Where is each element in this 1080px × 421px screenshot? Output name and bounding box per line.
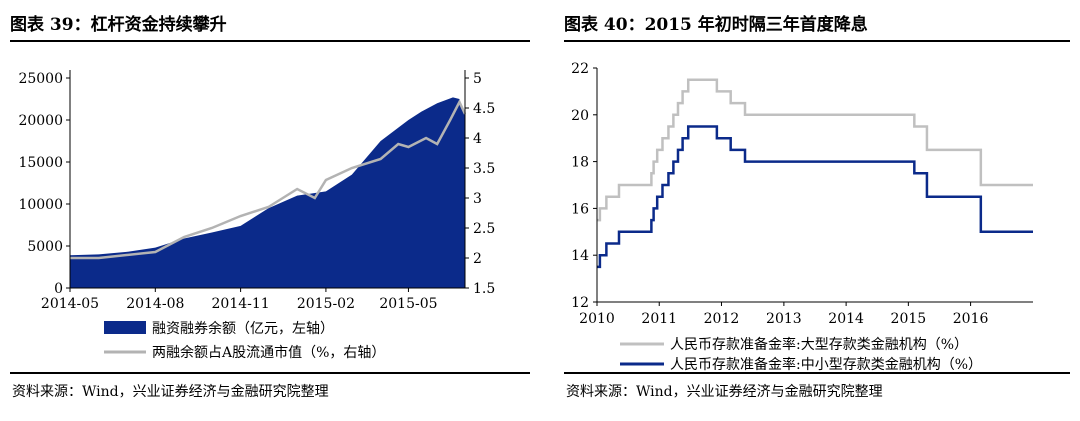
y-tick-label: 16	[571, 201, 589, 217]
right-source-note: 资料来源：Wind，兴业证券经济与金融研究院整理	[566, 384, 883, 400]
right-y-tick-label: 5	[473, 71, 482, 87]
x-tick-label: 2015	[891, 311, 927, 327]
margin-ratio-line	[70, 99, 467, 260]
left-chart-panel: 图表 39：杠杆资金持续攀升 0 5000 10000 15000 20000 25000…	[10, 15, 530, 400]
right-chart-title: 图表 40：2015 年初时隔三年首度降息	[564, 15, 868, 35]
x-tick-label: 2014-11	[212, 296, 270, 312]
left-chart-title: 图表 39：杠杆资金持续攀升	[10, 15, 227, 35]
left-y-tick-label: 20000	[18, 113, 63, 129]
legend-label-small: 人民币存款准备金率:中小型存款类金融机构（%）	[670, 356, 982, 372]
x-tick-label: 2015-05	[379, 296, 437, 312]
right-title-rule	[564, 40, 1070, 42]
rrr-large-line	[597, 78, 1033, 222]
right-source-rule	[564, 372, 1070, 374]
left-y-tick-label: 25000	[18, 71, 63, 87]
rrr-small-line	[597, 125, 1033, 269]
x-tick-label: 2016	[953, 311, 989, 327]
x-tick-label: 2010	[579, 311, 615, 327]
right-chart-panel: 图表 40：2015 年初时隔三年首度降息 12 14 16 18 20 22 2010 20…	[540, 0, 1080, 421]
right-y-tick-label: 2.5	[473, 221, 495, 237]
y-tick-label: 14	[571, 248, 589, 264]
left-y-tick-label: 10000	[18, 197, 63, 213]
left-source-note: 资料来源：Wind，兴业证券经济与金融研究院整理	[12, 384, 329, 400]
left-y-tick-label: 5000	[27, 239, 63, 255]
right-y-tick-label: 3.5	[473, 161, 495, 177]
left-title-rule	[10, 40, 530, 42]
y-tick-label: 12	[571, 295, 589, 311]
y-tick-label: 22	[571, 61, 589, 77]
legend-label-area: 融资融券余额（亿元，左轴）	[152, 320, 334, 337]
legend-swatch-area	[104, 321, 146, 334]
right-chart: 12 14 16 18 20 22 2010 2011 2012 2013 2014 2015 2016…	[571, 61, 1033, 372]
right-y-tick-label: 3	[473, 191, 482, 207]
left-chart: 0 5000 10000 15000 20000 25000 1.5 2 2.5 3 3.5 4 4.5…	[18, 70, 495, 361]
y-tick-label: 20	[571, 108, 589, 124]
right-y-tick-label: 1.5	[473, 281, 495, 297]
x-tick-label: 2015-02	[297, 296, 355, 312]
x-tick-label: 2011	[641, 311, 677, 327]
right-y-tick-label: 2	[473, 251, 482, 267]
left-y-tick-label: 15000	[18, 155, 63, 171]
x-tick-label: 2014	[828, 311, 864, 327]
legend-label-large: 人民币存款准备金率:大型存款类金融机构（%）	[670, 336, 968, 353]
left-source-rule	[10, 372, 530, 374]
margin-balance-area	[70, 97, 465, 288]
y-tick-label: 18	[571, 155, 589, 171]
legend-label-line: 两融余额占A股流通市值（%，右轴）	[152, 344, 385, 361]
right-y-tick-label: 4	[473, 131, 482, 147]
left-y-tick-label: 0	[54, 281, 63, 297]
right-y-tick-label: 4.5	[473, 101, 495, 117]
x-tick-label: 2012	[704, 311, 740, 327]
x-tick-label: 2013	[766, 311, 802, 327]
x-tick-label: 2014-08	[126, 296, 184, 312]
x-tick-label: 2014-05	[41, 296, 99, 312]
